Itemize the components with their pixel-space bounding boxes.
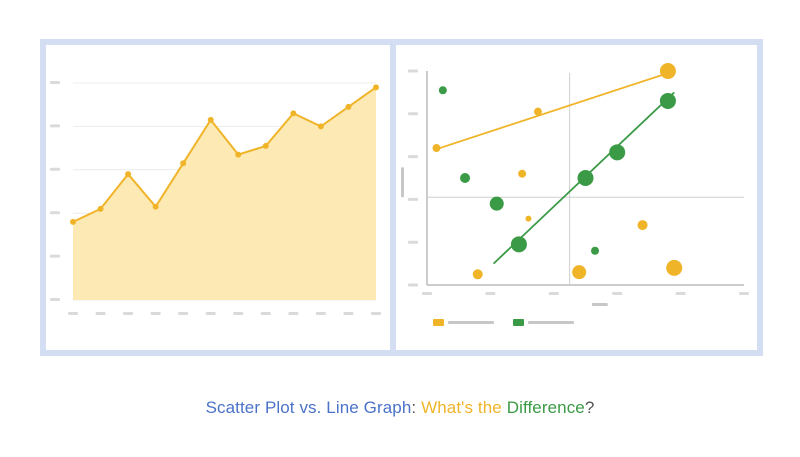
yellow-data-point (472, 269, 483, 280)
yellow-data-point (525, 215, 532, 222)
y-tick-label (50, 298, 60, 301)
green-data-point (591, 246, 600, 255)
caption-question-mark: ? (584, 398, 595, 417)
data-point (345, 103, 352, 110)
x-tick-label (422, 292, 432, 295)
x-tick-label (205, 312, 216, 315)
x-tick-label (548, 292, 559, 295)
data-point (290, 110, 297, 117)
y-tick-label (408, 155, 418, 159)
series-line (72, 86, 377, 223)
x-tick-label (612, 292, 623, 295)
yellow-data-point (666, 259, 683, 276)
green-data-point (460, 173, 471, 183)
scatter-plot-chart (401, 63, 749, 326)
area-fill (73, 87, 376, 300)
yellow-data-point (637, 220, 648, 231)
yellow-data-point (659, 63, 676, 79)
data-point (97, 205, 104, 212)
green-data-point (659, 92, 676, 109)
data-point (152, 203, 159, 210)
x-tick-label (123, 312, 134, 315)
x-tick-label (68, 312, 78, 315)
x-tick-label (288, 312, 299, 315)
caption-separator: : (411, 398, 422, 417)
x-tick-label (343, 312, 354, 315)
yellow-data-point (518, 169, 527, 178)
y-tick-label (408, 69, 418, 73)
legend-label-yellow (448, 321, 494, 324)
x-tick-label (371, 312, 381, 315)
x-tick-label (150, 312, 161, 315)
x-tick-label (95, 312, 106, 315)
yellow-data-point (533, 107, 542, 116)
legend-swatch-yellow (433, 319, 444, 326)
caption-scatter-vs-line: Scatter Plot vs. Line Graph (205, 398, 412, 417)
x-tick-label (739, 292, 749, 295)
y-tick-label (408, 112, 418, 116)
yellow-data-point (572, 265, 587, 280)
x-tick-label (675, 292, 686, 295)
data-point (180, 160, 187, 167)
data-point (207, 116, 214, 123)
y-tick-label (50, 167, 60, 171)
y-tick-label (408, 283, 418, 287)
data-point (262, 142, 269, 149)
y-tick-label (50, 81, 60, 84)
y-axis-title (401, 167, 404, 198)
data-point (70, 218, 76, 225)
yellow-trendline (433, 70, 675, 152)
green-data-point (510, 236, 527, 253)
legend-swatch-green (513, 319, 524, 326)
x-tick-label (233, 312, 244, 315)
x-tick-label (315, 312, 326, 315)
data-point (373, 84, 379, 91)
x-tick-label (178, 312, 189, 315)
data-point (125, 171, 132, 178)
green-data-point (489, 196, 504, 211)
y-tick-label (408, 240, 418, 244)
legend-label-green (528, 321, 574, 324)
caption-difference: Difference (506, 398, 585, 417)
data-point (317, 123, 324, 130)
caption-whats-the: What's the (421, 398, 507, 417)
y-tick-label (50, 124, 60, 128)
line-graph-panel (40, 39, 396, 356)
green-data-point (609, 144, 626, 161)
x-tick-label (260, 312, 271, 315)
data-point (235, 151, 242, 158)
y-tick-label (50, 211, 60, 215)
line-graph-chart (50, 81, 381, 315)
x-tick-label (485, 292, 496, 295)
y-tick-label (408, 197, 418, 201)
yellow-data-point (432, 144, 441, 153)
y-tick-label (50, 254, 60, 258)
page-caption: Scatter Plot vs. Line Graph: What's the … (0, 398, 800, 418)
green-data-point (438, 86, 447, 95)
green-data-point (577, 170, 594, 186)
scatter-plot-panel (390, 39, 763, 356)
x-axis-title (591, 303, 608, 306)
